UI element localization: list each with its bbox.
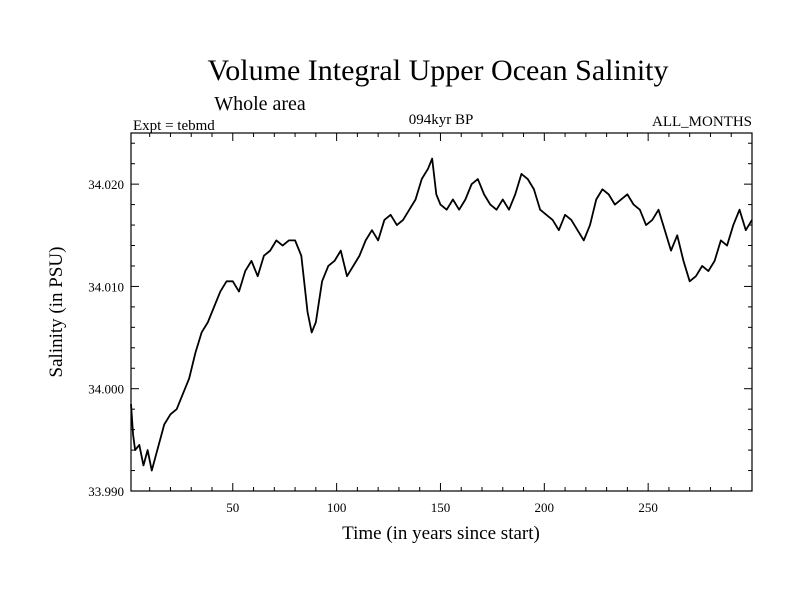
y-axis-label: Salinity (in PSU) — [46, 247, 67, 378]
x-tick-label: 250 — [638, 500, 658, 515]
x-tick-label: 50 — [226, 500, 239, 515]
period-label: 094kyr BP — [409, 112, 474, 128]
y-tick-label: 34.020 — [88, 177, 124, 192]
x-tick-label: 100 — [327, 500, 347, 515]
chart-subtitle: Whole area — [214, 93, 306, 115]
salinity-series-line — [130, 157, 753, 472]
experiment-label: Expt = tebmd — [133, 118, 215, 134]
y-tick-label: 34.010 — [88, 279, 124, 294]
months-label: ALL_MONTHS — [652, 114, 752, 130]
x-tick-label: 150 — [431, 500, 451, 515]
y-tick-label: 34.000 — [88, 382, 124, 397]
x-tick-label: 200 — [535, 500, 555, 515]
plot-frame — [130, 132, 753, 492]
y-tick-label: 33.990 — [88, 484, 124, 499]
x-axis-label: Time (in years since start) — [342, 523, 540, 544]
chart-title: Volume Integral Upper Ocean Salinity — [208, 54, 669, 87]
